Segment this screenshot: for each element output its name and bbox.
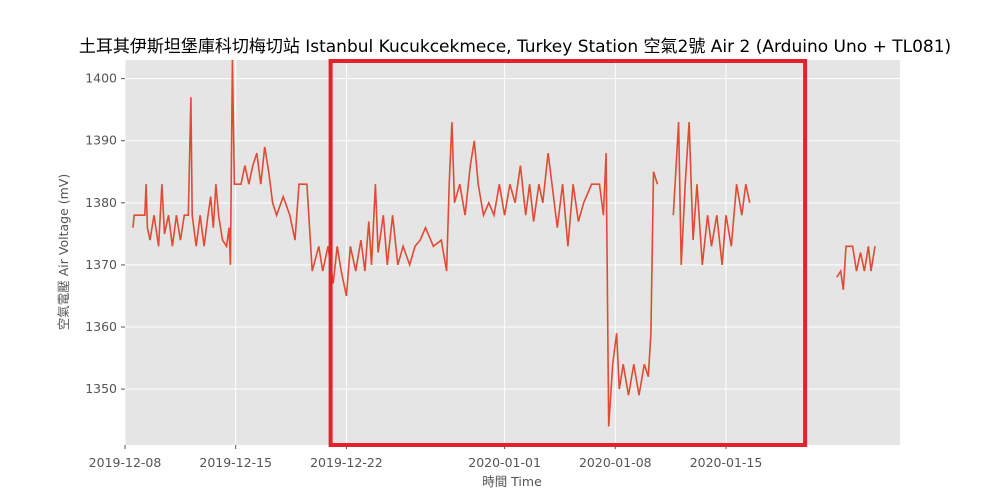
x-tick-label: 2019-12-22 [310,455,383,470]
highlight-box [328,59,808,447]
y-tick-label: 1350 [85,381,117,396]
x-tick-label: 2020-01-15 [690,455,763,470]
y-tick-label: 1380 [85,195,117,210]
y-tick-label: 1390 [85,133,117,148]
series-line-segment [836,245,876,290]
x-tick-label: 2019-12-15 [199,455,272,470]
annotations [328,59,808,447]
series-group [132,59,876,427]
chart-title: 土耳其伊斯坦堡庫科切梅切站 Istanbul Kucukcekmece, Tur… [79,37,951,57]
y-axis: 1350 1360 1370 1380 1390 1400 [85,71,125,396]
series-line-segment [132,59,659,427]
y-axis-label: 空氣電壓 Air Voltage (mV) [56,174,71,330]
y-tick-label: 1370 [85,257,117,272]
x-tick-label: 2020-01-01 [468,455,541,470]
x-axis-label: 時間 Time [482,474,542,489]
x-tick-label: 2019-12-08 [89,455,162,470]
x-axis: 2019-12-08 2019-12-15 2019-12-22 2020-01-01… [89,445,763,470]
y-tick-label: 1400 [85,71,117,86]
series-line-segment [672,122,751,265]
y-tick-label: 1360 [85,319,117,334]
grid [124,60,900,445]
plot-area [125,60,900,445]
x-tick-label: 2020-01-08 [579,455,652,470]
